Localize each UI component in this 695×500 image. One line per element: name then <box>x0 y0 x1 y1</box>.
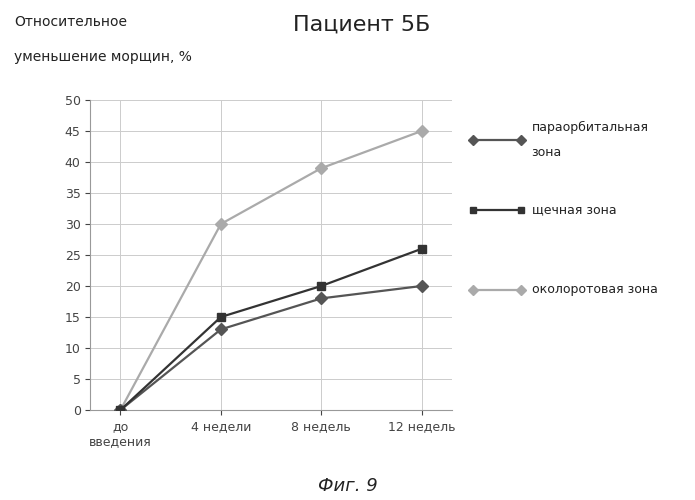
щечная зона <box>116 407 124 413</box>
околоротовая зона <box>418 128 426 134</box>
Text: околоротовая зона: околоротовая зона <box>532 284 657 296</box>
щечная зона <box>317 283 325 289</box>
Text: параорбитальная: параорбитальная <box>532 121 648 134</box>
параорбитальная
зона <box>217 326 225 332</box>
Text: зона: зона <box>532 146 562 159</box>
Text: щечная зона: щечная зона <box>532 204 616 216</box>
Text: Относительное: Относительное <box>14 15 127 29</box>
параорбитальная
зона <box>116 407 124 413</box>
щечная зона <box>217 314 225 320</box>
параорбитальная
зона <box>317 296 325 302</box>
Text: Пациент 5Б: Пациент 5Б <box>293 15 430 35</box>
Text: Фиг. 9: Фиг. 9 <box>318 477 377 495</box>
околоротовая зона <box>116 407 124 413</box>
Line: щечная зона: щечная зона <box>116 244 426 414</box>
параорбитальная
зона <box>418 283 426 289</box>
щечная зона <box>418 246 426 252</box>
околоротовая зона <box>317 165 325 171</box>
околоротовая зона <box>217 221 225 227</box>
Text: уменьшение морщин, %: уменьшение морщин, % <box>14 50 192 64</box>
Line: параорбитальная
зона: параорбитальная зона <box>116 282 426 414</box>
Line: околоротовая зона: околоротовая зона <box>116 127 426 414</box>
